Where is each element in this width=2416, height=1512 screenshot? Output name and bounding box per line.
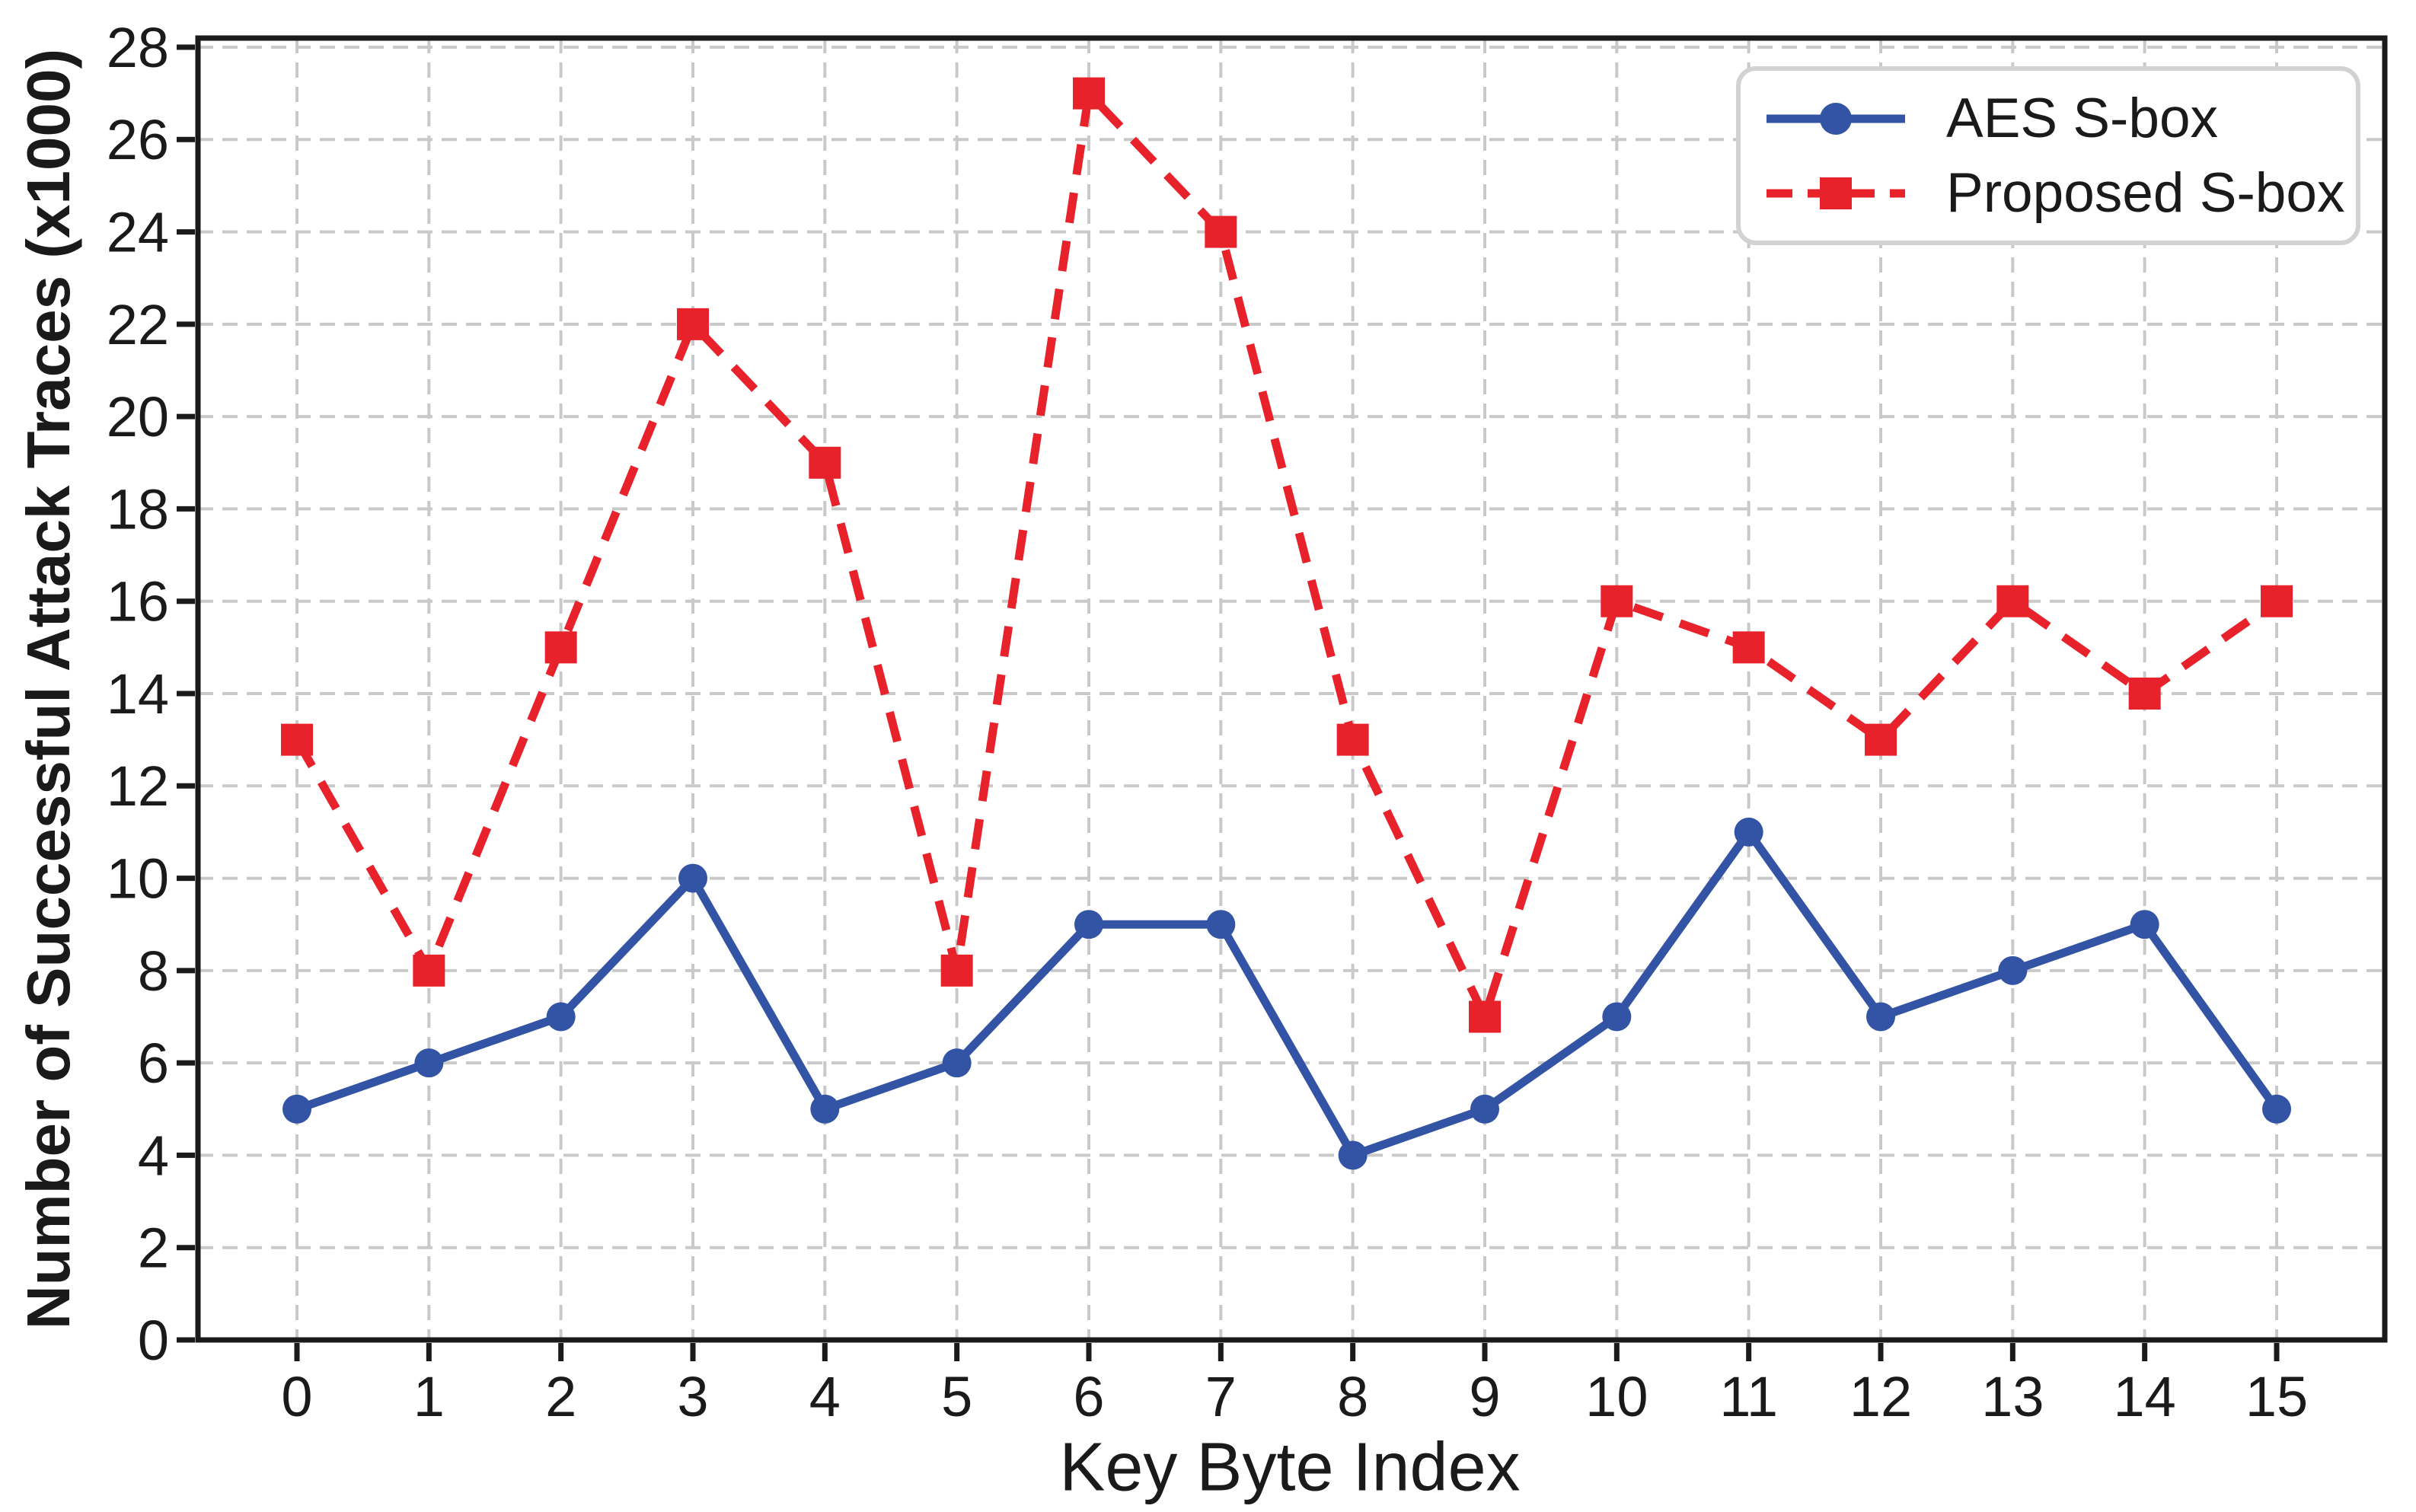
data-point-aes-s-box: [1734, 817, 1763, 847]
x-tick-label: 1: [413, 1365, 445, 1428]
x-tick-label: 10: [1585, 1365, 1648, 1428]
data-point-aes-s-box: [810, 1094, 840, 1124]
x-tick-label: 14: [2114, 1365, 2176, 1428]
y-tick-label: 10: [107, 847, 169, 910]
y-tick-label: 8: [138, 939, 169, 1003]
x-tick-label: 9: [1469, 1365, 1500, 1428]
y-axis-label: Number of Successful Attack Traces (x100…: [14, 48, 82, 1330]
data-point-aes-s-box: [1206, 910, 1236, 939]
data-point-proposed-s-box: [1601, 585, 1633, 617]
data-point-proposed-s-box: [413, 954, 445, 987]
y-tick-label: 20: [107, 385, 169, 448]
x-tick-label: 0: [281, 1365, 312, 1428]
plot-border: [195, 35, 2388, 1343]
y-tick-label: 26: [107, 108, 169, 171]
series-line-aes-s-box: [295, 828, 2280, 1160]
legend-item-aes-s-box: AES S-box: [1763, 87, 2333, 150]
data-point-aes-s-box: [2262, 1094, 2291, 1124]
y-tick-label: 24: [107, 200, 169, 263]
x-tick-label: 13: [1981, 1365, 2044, 1428]
data-point-aes-s-box: [678, 863, 707, 893]
data-point-proposed-s-box: [2261, 585, 2293, 617]
x-tick-label: 7: [1205, 1365, 1237, 1428]
y-tick-label: 0: [138, 1309, 169, 1372]
y-tick-label: 14: [107, 662, 169, 726]
data-point-proposed-s-box: [1996, 585, 2029, 617]
data-point-proposed-s-box: [1732, 631, 1765, 664]
tick-labels: 0 1 2 3 4 5 6 7 8 9 10 11 12 13 14 15024681012141618202…: [107, 16, 2308, 1428]
y-tick-label: 18: [107, 477, 169, 541]
data-point-aes-s-box: [2130, 910, 2159, 939]
data-point-proposed-s-box: [1865, 723, 1897, 756]
x-tick-label: 4: [809, 1365, 841, 1428]
legend: AES S-box Proposed S-box: [1736, 66, 2360, 245]
x-tick-label: 15: [2245, 1365, 2308, 1428]
data-point-proposed-s-box: [940, 954, 973, 987]
data-point-aes-s-box: [414, 1048, 444, 1078]
data-point-proposed-s-box: [677, 308, 709, 340]
legend-label-proposed-s-box: Proposed S-box: [1946, 162, 2345, 224]
x-tick-label: 8: [1337, 1365, 1368, 1428]
x-axis-label: Key Byte Index: [1059, 1429, 1521, 1506]
data-point-proposed-s-box: [809, 446, 841, 479]
y-tick-label: 2: [138, 1217, 169, 1280]
data-point-aes-s-box: [1470, 1094, 1499, 1124]
data-point-aes-s-box: [1998, 955, 2028, 985]
x-tick-label: 6: [1073, 1365, 1104, 1428]
legend-label-aes-s-box: AES S-box: [1946, 88, 2219, 149]
data-point-proposed-s-box: [281, 723, 313, 756]
y-tick-label: 12: [107, 754, 169, 818]
data-point-aes-s-box: [1602, 1002, 1632, 1032]
data-point-aes-s-box: [282, 1094, 311, 1124]
data-point-aes-s-box: [546, 1002, 576, 1032]
data-point-proposed-s-box: [1336, 723, 1369, 756]
data-point-proposed-s-box: [1073, 77, 1105, 110]
y-tick-label: 4: [138, 1124, 169, 1187]
x-tick-label: 2: [545, 1365, 576, 1428]
data-point-proposed-s-box: [544, 631, 577, 664]
y-tick-label: 22: [107, 293, 169, 356]
legend-line-square-sample-icon: [1767, 177, 1905, 209]
x-tick-label: 5: [941, 1365, 972, 1428]
y-tick-label: 16: [107, 570, 169, 633]
legend-circle-marker-icon: [1820, 102, 1852, 135]
data-point-proposed-s-box: [1205, 215, 1237, 248]
data-point-aes-s-box: [1074, 910, 1103, 939]
data-point-aes-s-box: [942, 1048, 972, 1078]
legend-square-marker-icon: [1820, 177, 1852, 209]
data-point-proposed-s-box: [1469, 1000, 1501, 1033]
series-line-proposed-s-box: [293, 89, 2280, 1021]
y-tick-label: 6: [138, 1032, 169, 1095]
data-point-aes-s-box: [1338, 1140, 1368, 1170]
series-markers-aes-s-box: [282, 817, 2291, 1170]
legend-item-proposed-s-box: Proposed S-box: [1763, 161, 2344, 225]
data-point-aes-s-box: [1866, 1002, 1895, 1032]
legend-line-circle-sample-icon: [1767, 102, 1905, 135]
data-point-proposed-s-box: [2128, 678, 2161, 710]
x-tick-label: 11: [1719, 1365, 1778, 1428]
x-tick-label: 12: [1850, 1365, 1912, 1428]
series-markers-proposed-s-box: [281, 77, 2293, 1033]
y-tick-label: 28: [107, 16, 169, 79]
x-tick-label: 3: [677, 1365, 708, 1428]
tick-marks: [177, 44, 2280, 1361]
